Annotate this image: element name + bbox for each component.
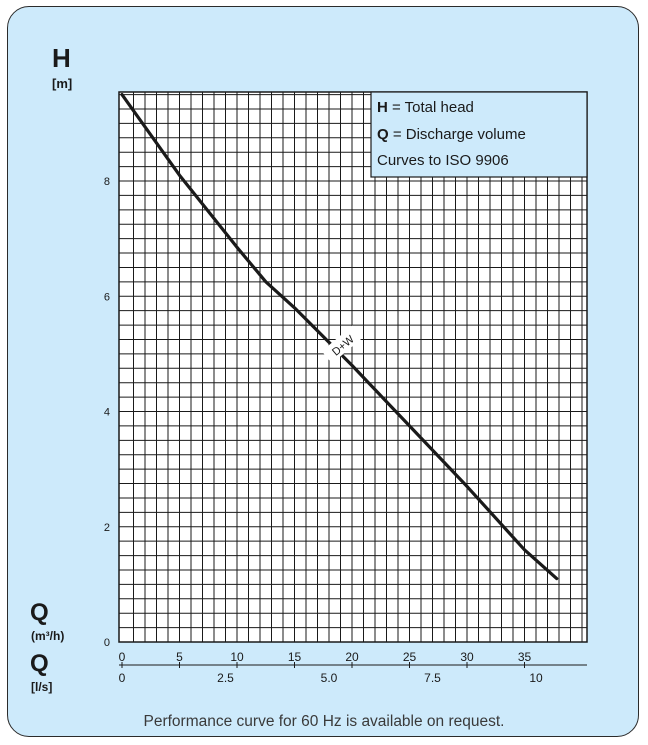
legend-line-3: Curves to ISO 9906: [377, 152, 509, 169]
x-tick-label: 15: [288, 650, 302, 664]
legend-key-q: Q: [377, 126, 389, 143]
x2-tick-label: 2.5: [217, 671, 234, 685]
x-tick-label: 10: [230, 650, 244, 664]
x-tick-label: 20: [345, 650, 359, 664]
x-tick-label: 5: [176, 650, 183, 664]
legend-key-h: H: [377, 99, 388, 116]
y-axis-symbol: H: [52, 43, 71, 73]
legend-text-q: = Discharge volume: [389, 126, 526, 143]
x-tick-label: 0: [119, 650, 126, 664]
axis-labels: 0 2 4 6 8 0 5 10 15 20 25 30 35 0 2.5 5.0 7.5 10: [104, 176, 587, 685]
x-axis-symbol: Q: [30, 599, 49, 626]
x2-tick-label: 7.5: [424, 671, 441, 685]
y-tick-label: 6: [104, 291, 110, 303]
legend: H = Total head Q = Discharge volume Curv…: [370, 91, 588, 178]
legend-text-h: = Total head: [388, 99, 474, 116]
x-tick-label: 35: [518, 650, 532, 664]
series-label-bg: [321, 325, 363, 364]
y-tick-label: 2: [104, 522, 110, 534]
y-tick-label: 4: [104, 407, 110, 419]
x2-tick-label: 0: [119, 671, 126, 685]
series-line-dw: [120, 92, 559, 581]
legend-box: [370, 91, 588, 178]
x2-tick-label: 10: [529, 671, 543, 685]
y-tick-label: 0: [104, 637, 110, 649]
legend-line-1: H = Total head: [377, 99, 474, 116]
x-axis-secondary-symbol: Q: [30, 650, 49, 677]
footnote: Performance curve for 60 Hz is available…: [143, 713, 505, 730]
y-axis-unit: [m]: [52, 76, 72, 91]
x2-tick-label: 5.0: [321, 671, 338, 685]
y-tick-label: 8: [104, 176, 110, 188]
legend-line-2: Q = Discharge volume: [377, 126, 526, 143]
x-tick-label: 25: [403, 650, 417, 664]
x-axis-secondary-unit: [l/s]: [31, 680, 52, 694]
x-tick-label: 30: [460, 650, 474, 664]
x-axis-unit: (m³/h): [31, 629, 64, 643]
